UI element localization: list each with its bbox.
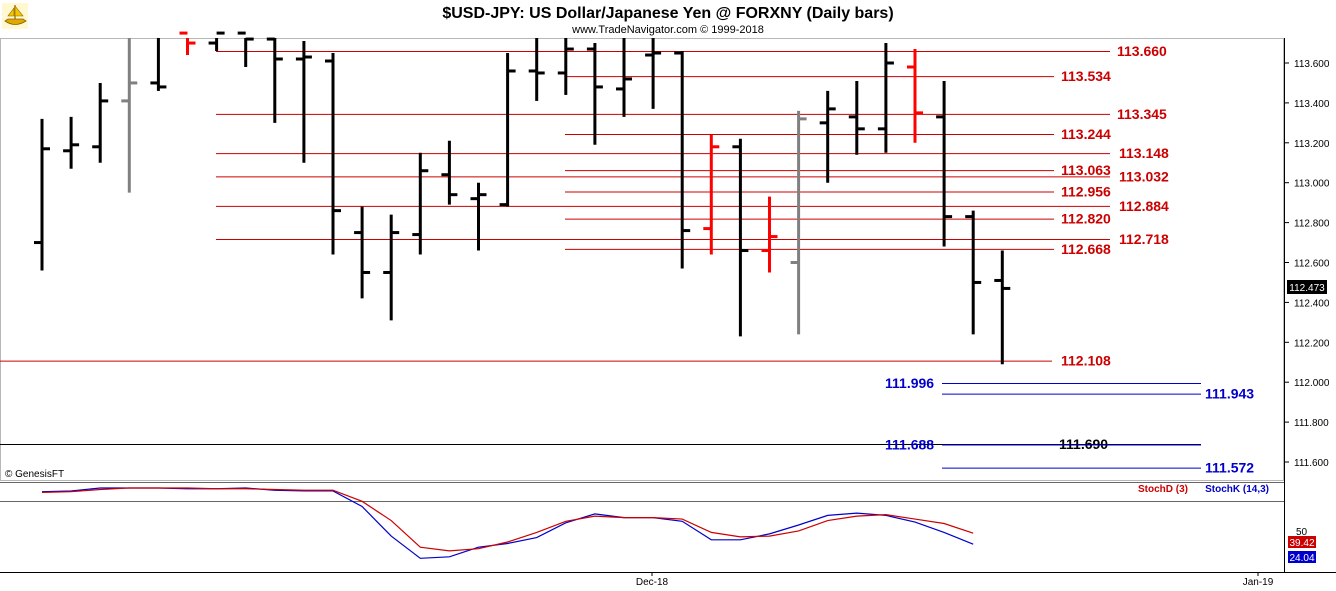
stochd-line: [41, 487, 974, 552]
ohlc-bar: [121, 38, 138, 193]
level-label: 113.345: [1117, 106, 1167, 122]
price-tick-label: 112.600: [1294, 259, 1330, 270]
ohlc-bar: [586, 43, 603, 145]
price-tick-label: 113.000: [1294, 179, 1330, 190]
ohlc-bar: [179, 31, 196, 56]
genesis-ship-logo-icon: [2, 3, 28, 29]
x-tick-dec: Dec-18: [636, 577, 669, 588]
last-price-label: 112.473: [1289, 283, 1325, 294]
level-label: 112.884: [1119, 198, 1169, 214]
ohlc-bar: [150, 38, 167, 91]
ohlc-bar: [441, 140, 458, 205]
ohlc-bar: [499, 53, 516, 207]
legend-stochd: StochD (3): [1138, 484, 1188, 495]
ohlc-bar: [266, 37, 283, 123]
level-label: 112.668: [1061, 241, 1111, 257]
level-label: 113.660: [1117, 43, 1167, 59]
ohlc-bar: [295, 41, 312, 163]
ohlc-bar: [470, 182, 487, 251]
level-label: 111.943: [1205, 386, 1254, 402]
ohlc-bar: [674, 51, 691, 269]
price-axis: 113.600 113.400 113.200 113.000 112.800 112.6…: [1284, 59, 1330, 469]
level-label: 112.820: [1061, 211, 1111, 227]
price-tick-label: 112.400: [1294, 298, 1330, 309]
ohlc-bar: [557, 38, 574, 95]
ohlc-bar: [34, 118, 50, 271]
stochd-last-box: [1288, 536, 1316, 548]
price-tick-label: 111.800: [1294, 418, 1329, 429]
ohlc-bar: [412, 152, 429, 255]
ohlc-bar: [383, 214, 400, 321]
price-tick-label: 111.600: [1294, 458, 1329, 469]
level-label: 113.244: [1061, 126, 1111, 142]
credit-text: © GenesisFT: [5, 469, 64, 480]
ohlc-bar: [703, 134, 720, 255]
level-label: 112.108: [1061, 353, 1111, 369]
ohlc-bar: [907, 49, 923, 143]
chart-subtitle: www.TradeNavigator.com © 1999-2018: [571, 24, 764, 36]
level-label: 111.690: [1059, 436, 1108, 452]
ohlc-bar: [616, 38, 632, 117]
x-tick-jan: Jan-19: [1243, 577, 1274, 588]
ohlc-bar: [936, 80, 953, 247]
ohlc-bar: [354, 206, 371, 299]
ohlc-bar: [965, 210, 982, 335]
price-tick-label: 113.400: [1294, 99, 1330, 110]
levels-layer: 113.660 113.534 113.345 113.244 113.148 113.0…: [0, 43, 1254, 476]
ohlc-bar: [877, 43, 894, 153]
ohlc-bar: [645, 38, 662, 109]
ohlc-bar: [848, 80, 865, 155]
ohlc-bar: [237, 31, 254, 67]
level-label: 113.032: [1119, 168, 1169, 184]
stochd-last-label: 39.42: [1289, 538, 1314, 549]
level-label: 113.534: [1061, 68, 1111, 84]
stoch-tick-50: 50: [1296, 527, 1308, 538]
stochk-last-label: 24.04: [1289, 553, 1314, 564]
legend-stochk: StochK (14,3): [1205, 484, 1269, 495]
level-label: 113.063: [1061, 162, 1111, 178]
level-label: 111.572: [1205, 460, 1254, 476]
stochk-last-box: [1288, 551, 1316, 563]
last-price-box: [1287, 280, 1327, 294]
ohlc-bar: [790, 110, 807, 335]
level-label: 112.718: [1119, 231, 1169, 247]
stochk-line: [41, 487, 974, 559]
ohlc-bar: [732, 138, 749, 337]
level-label: 113.148: [1119, 145, 1169, 161]
ohlc-bar: [63, 116, 80, 169]
ohlc-bar: [325, 53, 341, 255]
level-label: 111.996: [885, 375, 934, 391]
price-panel-frame: [0, 38, 1284, 481]
ohlc-bar: [208, 31, 225, 52]
bars-layer: [34, 31, 1011, 365]
ohlc-bar: [819, 90, 836, 183]
price-tick-label: 113.200: [1294, 139, 1330, 150]
ohlc-bar: [528, 38, 545, 101]
ohlc-bar: [92, 82, 109, 163]
chart-title: $USD-JPY: US Dollar/Japanese Yen @ FORXN…: [442, 5, 893, 22]
price-tick-label: 112.800: [1294, 219, 1330, 230]
price-tick-label: 112.200: [1294, 338, 1330, 349]
price-tick-label: 112.000: [1294, 378, 1330, 389]
level-label: 111.688: [885, 436, 934, 452]
level-label: 112.956: [1061, 183, 1111, 199]
ohlc-bar: [761, 196, 778, 273]
price-tick-label: 113.600: [1294, 59, 1330, 70]
ohlc-bar: [994, 250, 1011, 365]
stoch-layer: [41, 487, 974, 559]
